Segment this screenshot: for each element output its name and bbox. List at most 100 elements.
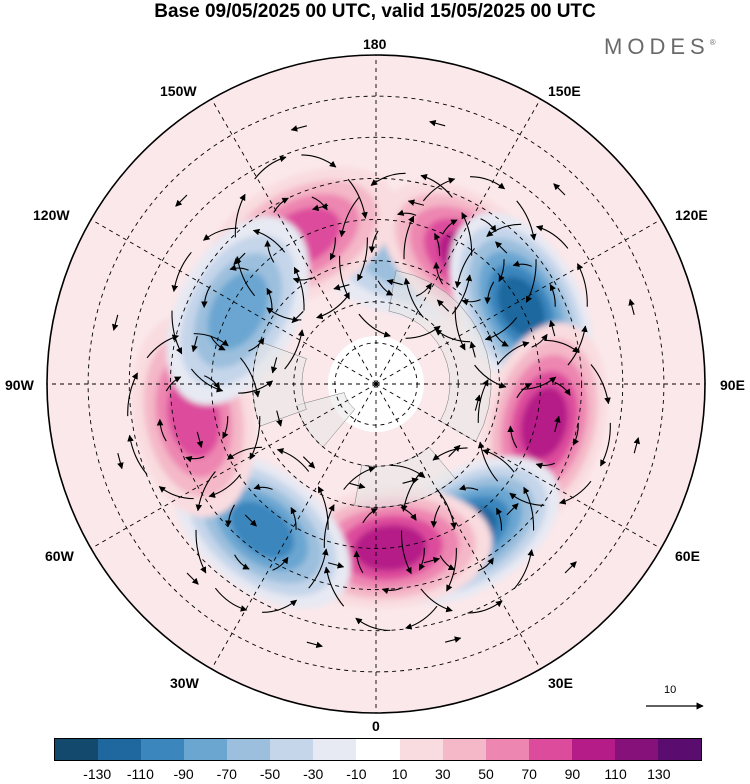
wind-vector: [127, 372, 138, 417]
lon-label-90w: 90W: [5, 377, 34, 393]
wind-vector: [276, 448, 310, 472]
wind-vector: [403, 215, 415, 260]
wind-vector: [484, 281, 495, 305]
wind-vector: [513, 549, 535, 590]
wind-vector: [381, 587, 402, 595]
colorbar-tick-label: 110: [604, 766, 627, 782]
colorbar-tick-label: -110: [126, 766, 154, 782]
wind-vector: [429, 120, 446, 127]
wind-vector: [193, 333, 229, 347]
latitude-circle: [169, 177, 583, 591]
anomaly-contour: [207, 271, 269, 350]
wind-vector: [544, 339, 580, 353]
wind-vector: [253, 483, 273, 490]
wind-vector: [405, 325, 441, 339]
wind-vector: [436, 489, 457, 530]
colorbar-tick-label: 30: [435, 766, 451, 782]
wind-vector: [493, 331, 509, 347]
wind-vector: [368, 230, 379, 254]
wind-vector: [249, 416, 261, 460]
wind-vector: [432, 447, 468, 461]
wind-vector: [186, 572, 199, 585]
registered-mark: ®: [709, 38, 716, 47]
wind-vector: [523, 486, 535, 531]
wind-vector: [127, 434, 148, 475]
wind-vector: [477, 441, 499, 482]
wind-vector: [293, 266, 305, 311]
wind-vector: [590, 364, 611, 405]
wind-vector: [536, 225, 569, 249]
meridian-line: [211, 383, 377, 670]
wind-vector: [248, 337, 265, 352]
wind-vector: [353, 550, 364, 574]
wind-vector: [233, 252, 246, 265]
lon-label-120w: 120W: [33, 207, 70, 223]
wind-vector: [484, 317, 518, 341]
wind-vector: [254, 155, 287, 180]
wind-vector: [521, 376, 557, 390]
wind-vector: [222, 416, 229, 439]
wind-vector: [434, 232, 441, 256]
wind-vector: [156, 418, 167, 442]
colorbar-tick-label: -70: [216, 766, 237, 782]
wind-vector: [572, 422, 579, 446]
wind-vector: [470, 176, 506, 190]
wind-vector: [317, 486, 329, 530]
wind-vector: [117, 453, 124, 470]
wind-vector: [239, 357, 261, 398]
map-boundary: [46, 54, 706, 714]
wind-vector: [229, 264, 249, 271]
wind-vector: [276, 410, 283, 427]
polar-stereographic-map: [46, 54, 706, 714]
wind-vector: [165, 376, 182, 392]
wind-vector: [292, 277, 313, 284]
wind-vector: [400, 530, 412, 575]
wind-vector: [312, 204, 329, 212]
wind-vector: [467, 600, 503, 614]
wind-vector: [202, 227, 239, 241]
wind-vector: [190, 368, 224, 393]
meridian-line: [375, 383, 541, 670]
wind-vector: [264, 240, 275, 263]
colorbar-swatch: [657, 739, 701, 760]
wind-vector: [418, 547, 426, 571]
colorbar-ticks: -130 -110 -90 -70 -50 -30 -10 10 30 50 70 90 110 130: [0, 766, 750, 784]
wind-vector: [430, 505, 441, 528]
colorbar-swatch: [528, 739, 572, 760]
colorbar-swatch: [184, 739, 228, 760]
anomaly-contour: [520, 387, 569, 459]
wind-vector: [448, 444, 461, 458]
colorbar-swatch: [270, 739, 314, 760]
wind-vector: [482, 448, 515, 473]
wind-vector: [290, 125, 307, 132]
wind-vector: [507, 425, 518, 449]
wind-vector: [301, 154, 337, 168]
wind-vector: [227, 446, 263, 460]
wind-vector: [553, 183, 566, 196]
colorbar-tick-label: -30: [303, 766, 324, 782]
wind-vector: [554, 415, 561, 433]
wind-vector: [454, 306, 466, 351]
lon-label-150w: 150W: [160, 83, 197, 99]
wind-vector: [435, 329, 471, 343]
wind-vector: [195, 529, 207, 574]
lon-label-120e: 120E: [675, 207, 708, 223]
wind-vector: [210, 335, 226, 351]
lon-label-150e: 150E: [548, 83, 581, 99]
wind-vector: [357, 237, 368, 282]
wind-vector: [171, 251, 192, 293]
wind-vector: [238, 380, 274, 394]
colorbar-tick-label: 50: [478, 766, 494, 782]
meridian-line: [211, 98, 377, 385]
wind-vector: [512, 260, 532, 267]
wind-vector: [474, 364, 507, 389]
wind-vector: [355, 617, 391, 631]
wind-vector: [554, 381, 571, 396]
wind-vector: [423, 556, 440, 564]
colorbar-tick-label: -10: [346, 766, 367, 782]
wind-vector: [333, 284, 350, 291]
wind-vector: [370, 172, 406, 186]
lon-label-60e: 60E: [675, 548, 700, 564]
wind-vector: [564, 561, 577, 574]
colorbar-swatch: [313, 739, 357, 760]
